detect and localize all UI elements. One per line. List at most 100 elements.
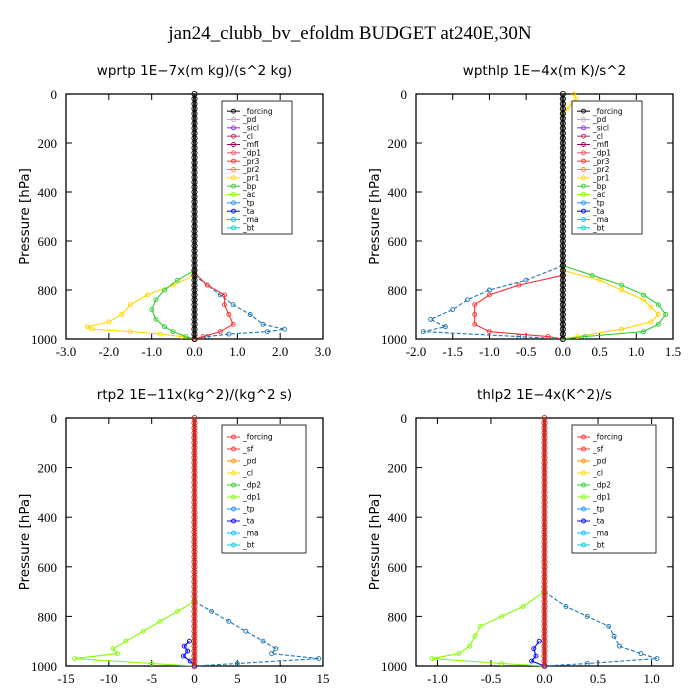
legend-marker	[231, 108, 236, 114]
legend-label: _dp2	[242, 481, 261, 490]
legend-label: _pr3	[592, 157, 610, 166]
y-tick-label: 400	[38, 510, 58, 525]
legend-label: _pr3	[242, 157, 260, 166]
data-point	[183, 334, 189, 339]
legend-marker	[581, 518, 586, 524]
x-tick-label: 0.0	[536, 671, 552, 686]
legend-label: _mfl	[592, 140, 609, 149]
panel-title: wpthlp 1E−4x(m K)/s^2	[463, 63, 626, 79]
data-point	[209, 608, 215, 614]
series-line-ta	[182, 640, 195, 667]
data-point	[264, 329, 270, 335]
legend-label: _bp	[592, 182, 607, 191]
x-tick-label: 5	[234, 671, 241, 686]
data-point	[523, 277, 529, 283]
data-point	[655, 321, 661, 327]
y-tick-label: 200	[38, 461, 58, 476]
legend: _forcing_pd_sicl_cl_mfl_dp1_pr3_pr2_pr1_…	[571, 100, 643, 235]
legend-marker	[231, 542, 236, 548]
legend-marker	[231, 200, 236, 206]
y-axis-label: Pressure [hPa]	[367, 168, 383, 265]
data-point	[450, 307, 456, 313]
y-tick-label: 1000	[381, 332, 407, 347]
y-tick-label: 400	[38, 185, 58, 200]
legend-label: _bt	[592, 541, 605, 550]
data-point	[273, 646, 279, 652]
legend-label: _pr2	[242, 165, 260, 174]
figure-title: jan24_clubb_bv_efoldm BUDGET at240E,30N	[167, 23, 532, 44]
chart-panel-4: thlp2 1E−4x(K^2)/s Pressure [hPa] -1.0 -0.5…	[367, 387, 674, 686]
legend-marker	[231, 518, 236, 524]
data-point	[536, 638, 542, 644]
zero-profile-marker	[191, 335, 198, 343]
legend-label: _bt	[242, 223, 255, 232]
legend-label: _ma	[592, 215, 609, 224]
data-point	[153, 316, 159, 322]
legend-marker	[581, 225, 586, 231]
data-point	[106, 319, 112, 325]
data-point	[584, 613, 590, 619]
data-point	[442, 324, 448, 330]
legend-marker	[231, 183, 236, 189]
data-point	[641, 292, 647, 298]
data-point	[456, 651, 462, 657]
data-point	[563, 604, 569, 609]
y-tick-label: 1000	[381, 659, 407, 674]
zero-profile-marker	[541, 662, 548, 670]
series-line-bp	[151, 269, 195, 340]
series-line-pr1	[85, 274, 195, 340]
data-point	[185, 648, 191, 654]
x-tick-label: 0.0	[186, 344, 202, 359]
data-point	[222, 292, 227, 298]
legend-marker	[581, 125, 586, 131]
data-point	[226, 331, 232, 337]
data-point	[472, 321, 478, 327]
x-tick-label: -0.5	[481, 671, 502, 686]
data-point	[589, 272, 595, 278]
data-point	[84, 324, 90, 330]
x-tick-label: 0.5	[591, 344, 607, 359]
data-point	[428, 316, 434, 322]
data-point	[170, 329, 176, 335]
data-point	[648, 304, 654, 310]
data-point	[499, 613, 505, 619]
y-tick-label: 200	[388, 461, 408, 476]
y-tick-label: 600	[38, 560, 58, 575]
data-point	[420, 329, 426, 335]
legend-marker	[231, 150, 236, 156]
series-line-dp1	[431, 591, 545, 667]
data-point	[429, 656, 435, 662]
legend-label: _dp1	[592, 148, 611, 157]
x-tick-label: 15	[317, 671, 330, 686]
legend-marker	[231, 470, 236, 476]
data-point	[472, 633, 478, 639]
legend-label: _tp	[592, 505, 605, 514]
legend-label: _forcing	[242, 107, 273, 116]
data-point	[516, 282, 522, 288]
legend-marker	[231, 175, 236, 181]
legend-marker	[231, 506, 236, 512]
data-point	[486, 292, 492, 298]
panel-title: rtp2 1E−11x(kg^2)/(kg^2 s)	[97, 387, 292, 403]
legend-marker	[231, 117, 236, 122]
legend-label: _pd	[242, 457, 257, 466]
legend-label: _dp1	[242, 148, 261, 157]
legend-marker	[581, 200, 586, 206]
legend: _forcing _sf _pd _cl _dp2 _dp1 _tp _ta _ma _bt	[571, 424, 657, 554]
data-point	[260, 321, 266, 327]
data-point	[655, 302, 661, 308]
x-tick-label: -2.0	[406, 344, 427, 359]
x-tick-label: -10	[100, 671, 117, 686]
data-point	[144, 292, 150, 298]
data-point	[641, 329, 647, 335]
y-tick-label: 0	[51, 411, 58, 426]
x-tick-label: -15	[57, 671, 74, 686]
data-point	[247, 312, 253, 317]
legend-marker	[581, 167, 586, 172]
legend-marker	[231, 225, 236, 231]
legend-box	[221, 424, 307, 554]
data-point	[619, 326, 625, 332]
data-point	[486, 287, 492, 293]
x-tick-label: 2.0	[272, 344, 288, 359]
